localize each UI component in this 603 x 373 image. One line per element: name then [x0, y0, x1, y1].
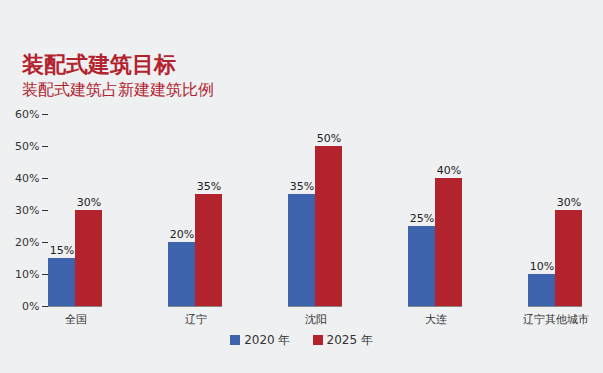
svg-text:20%: 20% — [170, 228, 194, 241]
svg-text:全国: 全国 — [65, 313, 87, 326]
svg-text:0%: 0% — [22, 300, 39, 313]
svg-text:大连: 大连 — [425, 313, 447, 326]
svg-text:辽宁其他城市: 辽宁其他城市 — [523, 313, 589, 326]
svg-text:10%: 10% — [530, 260, 554, 273]
svg-text:30%: 30% — [15, 204, 39, 217]
svg-text:50%: 50% — [15, 140, 39, 153]
svg-text:20%: 20% — [15, 236, 39, 249]
svg-text:15%: 15% — [50, 244, 74, 257]
html-text:2025 年: 2025 年 — [326, 333, 373, 347]
svg-text:30%: 30% — [77, 196, 101, 209]
svg-text:辽宁: 辽宁 — [185, 313, 207, 326]
html-text:装配式建筑目标: 装配式建筑目标 — [22, 52, 176, 77]
svg-text:沈阳: 沈阳 — [305, 313, 327, 326]
svg-text:60%: 60% — [15, 108, 39, 121]
svg-text:10%: 10% — [15, 268, 39, 281]
svg-text:35%: 35% — [197, 180, 221, 193]
html-text:装配式建筑占新建建筑比例: 装配式建筑占新建建筑比例 — [22, 80, 214, 99]
svg-text:25%: 25% — [410, 212, 434, 225]
svg-text:40%: 40% — [15, 172, 39, 185]
html-text:2020 年: 2020 年 — [244, 333, 291, 347]
svg-text:30%: 30% — [557, 196, 581, 209]
svg-text:50%: 50% — [317, 132, 341, 145]
svg-text:35%: 35% — [290, 180, 314, 193]
svg-text:40%: 40% — [437, 164, 461, 177]
